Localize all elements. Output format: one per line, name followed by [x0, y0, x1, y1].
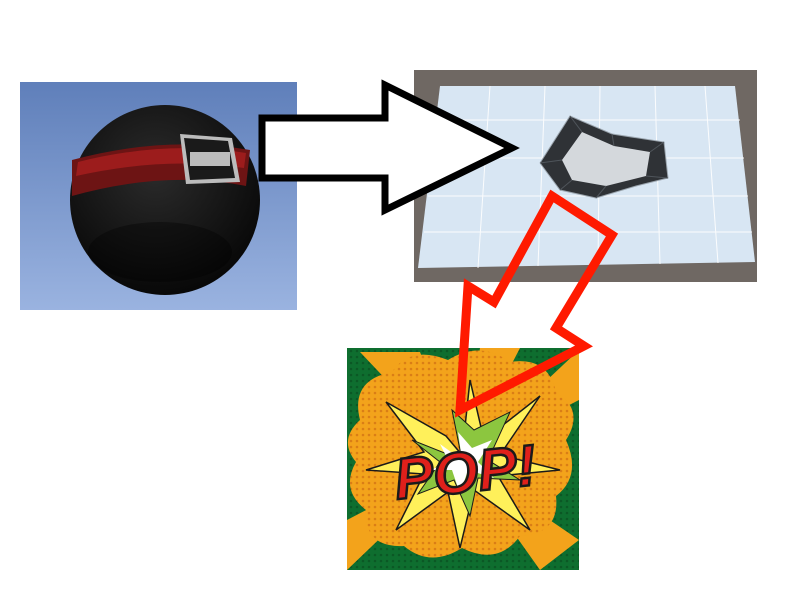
bomb-ball-icon — [70, 105, 260, 295]
arrow-plane-to-pop — [454, 189, 619, 418]
plane-panel — [414, 70, 757, 282]
ball-panel — [20, 82, 297, 310]
pop-text: POP! — [391, 433, 539, 512]
arrow-ball-to-plane — [258, 79, 520, 216]
crater-plane-icon — [539, 115, 669, 199]
pop-burst-icon: POP! — [347, 348, 579, 570]
